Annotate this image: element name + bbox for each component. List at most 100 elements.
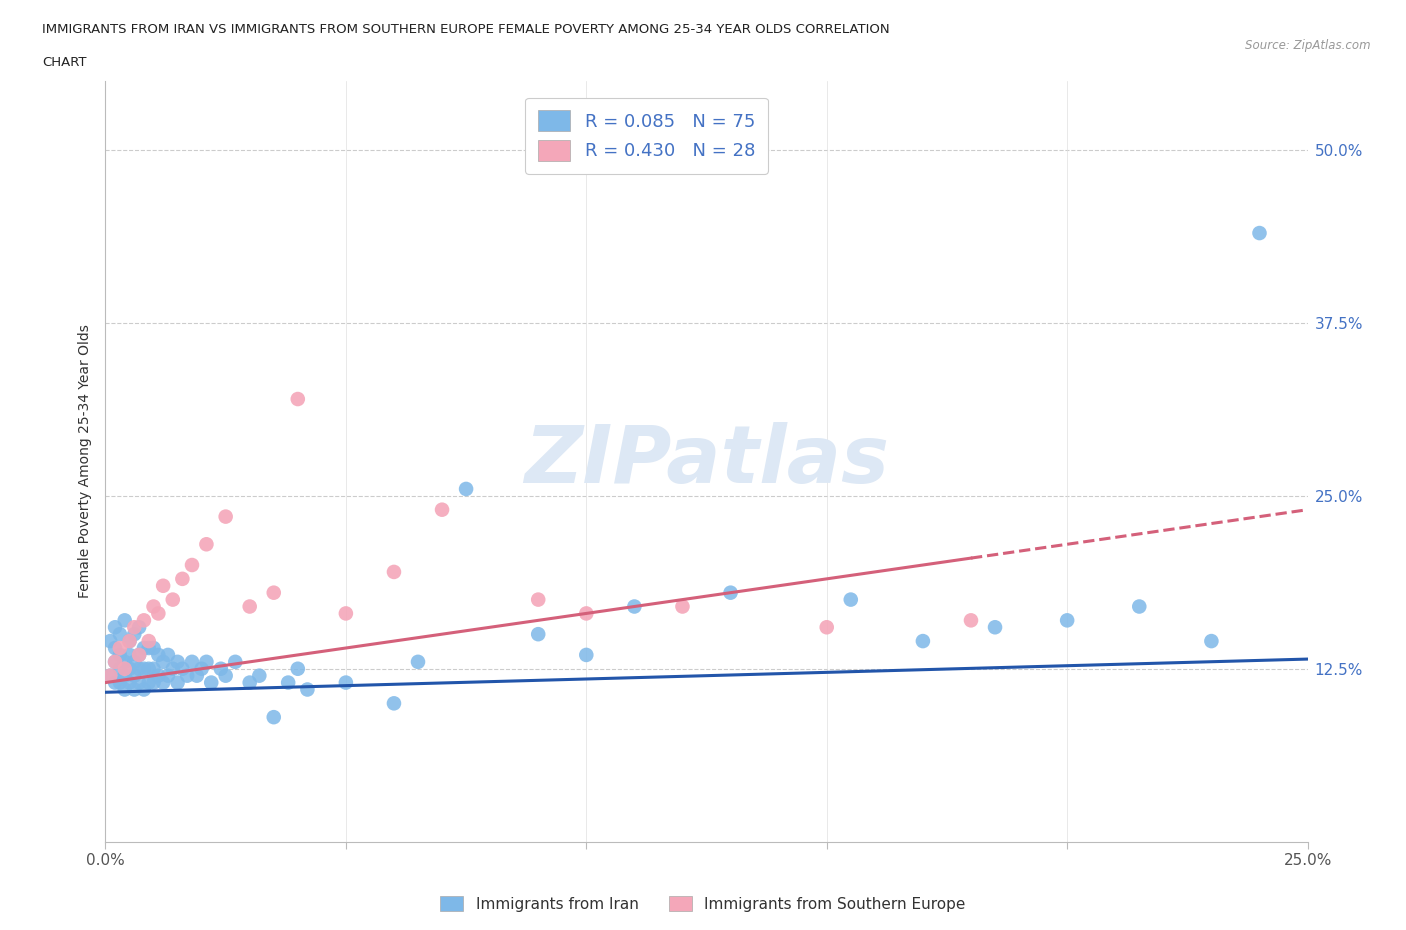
Point [166, 675, 188, 690]
Point [382, 565, 405, 579]
Point [138, 675, 160, 690]
Point [152, 655, 174, 670]
Point [623, 599, 645, 614]
Point [247, 669, 270, 684]
Point [104, 619, 127, 634]
Point [118, 661, 141, 676]
Point [142, 675, 165, 690]
Point [108, 675, 131, 690]
Text: Source: ZipAtlas.com: Source: ZipAtlas.com [1246, 39, 1371, 52]
Point [575, 606, 598, 621]
Point [124, 655, 146, 670]
Point [132, 613, 155, 628]
Point [287, 661, 309, 676]
Point [124, 669, 146, 684]
Point [142, 661, 165, 676]
Point [114, 661, 136, 676]
Point [104, 675, 127, 690]
Point [128, 675, 150, 690]
Point [156, 647, 179, 662]
Point [124, 682, 146, 697]
Point [132, 641, 155, 656]
Text: CHART: CHART [42, 56, 87, 69]
Point [148, 606, 170, 621]
Point [1128, 599, 1150, 614]
Point [104, 641, 127, 656]
Point [162, 661, 184, 676]
Point [1056, 613, 1078, 628]
Point [124, 619, 146, 634]
Point [181, 558, 204, 573]
Point [108, 641, 131, 656]
Point [148, 647, 170, 662]
Point [720, 585, 742, 600]
Point [209, 661, 232, 676]
Point [575, 647, 598, 662]
Point [527, 627, 550, 642]
Point [214, 669, 236, 684]
Point [430, 502, 453, 517]
Point [142, 599, 165, 614]
Point [335, 675, 357, 690]
Point [132, 682, 155, 697]
Point [527, 592, 550, 607]
Point [162, 592, 184, 607]
Point [114, 682, 136, 697]
Point [98, 669, 121, 684]
Text: IMMIGRANTS FROM IRAN VS IMMIGRANTS FROM SOUTHERN EUROPE FEMALE POVERTY AMONG 25-: IMMIGRANTS FROM IRAN VS IMMIGRANTS FROM … [42, 23, 890, 36]
Point [118, 647, 141, 662]
Point [142, 641, 165, 656]
Point [239, 599, 262, 614]
Y-axis label: Female Poverty Among 25-34 Year Olds: Female Poverty Among 25-34 Year Olds [79, 325, 93, 598]
Point [839, 592, 862, 607]
Point [118, 633, 141, 648]
Point [138, 641, 160, 656]
Point [287, 392, 309, 406]
Point [239, 675, 262, 690]
Point [98, 669, 121, 684]
Point [152, 578, 174, 593]
Point [128, 647, 150, 662]
Point [984, 619, 1007, 634]
Point [214, 509, 236, 524]
Point [263, 710, 285, 724]
Point [138, 633, 160, 648]
Point [200, 675, 222, 690]
Point [224, 655, 246, 670]
Point [1249, 226, 1271, 241]
Point [138, 661, 160, 676]
Point [406, 655, 429, 670]
Point [108, 647, 131, 662]
Point [108, 661, 131, 676]
Point [104, 655, 127, 670]
Point [132, 661, 155, 676]
Point [118, 633, 141, 648]
Point [108, 627, 131, 642]
Point [172, 571, 194, 586]
Point [960, 613, 983, 628]
Text: ZIPatlas: ZIPatlas [524, 422, 889, 500]
Point [114, 669, 136, 684]
Point [382, 696, 405, 711]
Point [671, 599, 693, 614]
Point [148, 669, 170, 684]
Legend: Immigrants from Iran, Immigrants from Southern Europe: Immigrants from Iran, Immigrants from So… [434, 889, 972, 918]
Point [195, 655, 218, 670]
Point [128, 619, 150, 634]
Point [297, 682, 319, 697]
Point [114, 655, 136, 670]
Point [104, 655, 127, 670]
Point [335, 606, 357, 621]
Point [166, 655, 188, 670]
Point [263, 585, 285, 600]
Point [128, 661, 150, 676]
Point [124, 627, 146, 642]
Point [195, 537, 218, 551]
Legend: R = 0.085   N = 75, R = 0.430   N = 28: R = 0.085 N = 75, R = 0.430 N = 28 [524, 98, 768, 174]
Point [128, 647, 150, 662]
Point [1201, 633, 1223, 648]
Point [172, 661, 194, 676]
Point [152, 675, 174, 690]
Point [181, 655, 204, 670]
Point [815, 619, 838, 634]
